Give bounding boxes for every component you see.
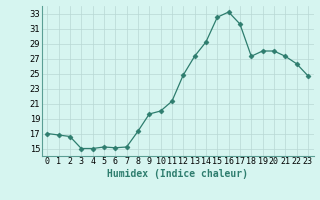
X-axis label: Humidex (Indice chaleur): Humidex (Indice chaleur) bbox=[107, 169, 248, 179]
